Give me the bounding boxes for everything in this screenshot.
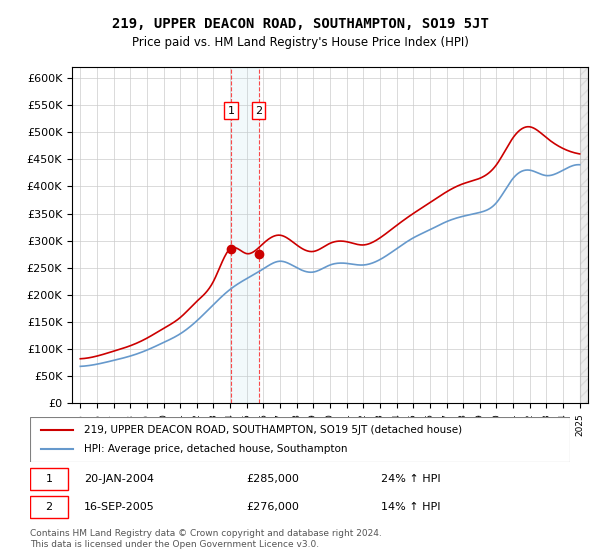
Text: £285,000: £285,000 (246, 474, 299, 484)
Text: 24% ↑ HPI: 24% ↑ HPI (381, 474, 440, 484)
Text: 16-SEP-2005: 16-SEP-2005 (84, 502, 155, 512)
Text: Price paid vs. HM Land Registry's House Price Index (HPI): Price paid vs. HM Land Registry's House … (131, 36, 469, 49)
Text: Contains HM Land Registry data © Crown copyright and database right 2024.
This d: Contains HM Land Registry data © Crown c… (30, 529, 382, 549)
Text: 219, UPPER DEACON ROAD, SOUTHAMPTON, SO19 5JT: 219, UPPER DEACON ROAD, SOUTHAMPTON, SO1… (112, 17, 488, 31)
Text: 20-JAN-2004: 20-JAN-2004 (84, 474, 154, 484)
Text: 219, UPPER DEACON ROAD, SOUTHAMPTON, SO19 5JT (detached house): 219, UPPER DEACON ROAD, SOUTHAMPTON, SO1… (84, 424, 462, 435)
Text: £276,000: £276,000 (246, 502, 299, 512)
Bar (580, 67, 588, 403)
Text: 1: 1 (227, 105, 235, 115)
Text: 2: 2 (46, 502, 52, 512)
Text: 14% ↑ HPI: 14% ↑ HPI (381, 502, 440, 512)
Text: 1: 1 (46, 474, 52, 484)
FancyBboxPatch shape (30, 496, 68, 518)
Text: HPI: Average price, detached house, Southampton: HPI: Average price, detached house, Sout… (84, 445, 347, 455)
FancyBboxPatch shape (30, 417, 570, 462)
Bar (231, 67, 259, 403)
Text: 2: 2 (255, 105, 262, 115)
FancyBboxPatch shape (30, 468, 68, 490)
